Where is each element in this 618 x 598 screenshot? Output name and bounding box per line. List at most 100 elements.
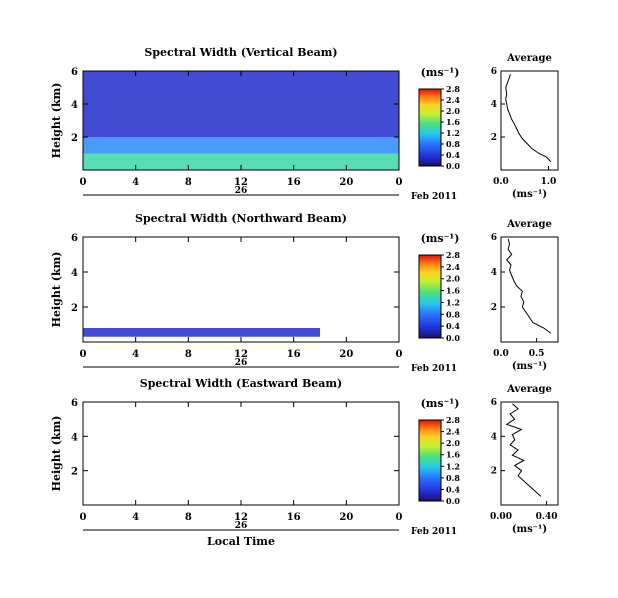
colorbar-tick-label: 0.4: [446, 150, 460, 160]
heat-band-1: [83, 137, 399, 154]
heat-band-0: [83, 328, 320, 337]
x-tick-label: 0: [80, 177, 87, 188]
date-label: Feb 2011: [411, 527, 457, 537]
colorbar-tick-label: 0.8: [446, 473, 460, 483]
average-x-label: (ms⁻¹): [512, 189, 547, 200]
y-tick-label: 6: [71, 67, 78, 78]
plot-frame: [82, 401, 400, 506]
colorbar-tick-label: 2.4: [446, 427, 460, 437]
average-frame: [500, 70, 559, 171]
average-y-tick-label: 4: [491, 100, 497, 110]
date-label: Feb 2011: [411, 364, 457, 374]
y-tick-label: 6: [71, 398, 78, 409]
x-tick-label: 16: [287, 177, 301, 188]
panel-1: Spectral Width (Northward Beam) Height (k…: [50, 212, 559, 374]
average-y-tick-label: 6: [491, 398, 497, 408]
x-tick-label: 12: [234, 512, 248, 523]
colorbar-tick-label: 2.8: [446, 84, 460, 94]
colorbar-tick-label: 0.4: [446, 321, 460, 331]
colorbar-unit: (ms⁻¹): [421, 232, 460, 245]
average-title: Average: [506, 219, 552, 230]
date-label: Feb 2011: [411, 192, 457, 202]
colorbar-tick-label: 1.2: [446, 128, 460, 138]
average-title: Average: [506, 384, 552, 395]
colorbar-unit: (ms⁻¹): [421, 66, 460, 79]
x-tick-label: 0: [80, 512, 87, 523]
x-tick-label: 12: [234, 177, 248, 188]
y-tick-label: 2: [71, 133, 78, 144]
average-y-tick-label: 2: [491, 467, 497, 477]
panel-0: Spectral Width (Vertical Beam) Height (km…: [50, 46, 559, 202]
colorbar-tick-label: 1.6: [446, 117, 460, 127]
x-tick-label: 8: [185, 512, 192, 523]
colorbar-unit: (ms⁻¹): [421, 397, 460, 410]
y-axis-label: Height (km): [50, 416, 63, 492]
colorbar-tick-label: 2.8: [446, 250, 460, 260]
x-tick-label: 16: [287, 349, 301, 360]
colorbar-tick-label: 0.0: [446, 333, 460, 343]
average-y-tick-label: 2: [491, 133, 497, 143]
y-tick-label: 4: [71, 432, 78, 443]
colorbar-tick-label: 1.6: [446, 450, 460, 460]
colorbar: [418, 419, 442, 502]
average-y-tick-label: 4: [491, 268, 497, 278]
average-frame: [500, 401, 559, 506]
colorbar-tick-label: 1.6: [446, 286, 460, 296]
colorbar-tick-label: 0.0: [446, 161, 460, 171]
y-tick-label: 4: [71, 100, 78, 111]
average-x-tick-label: 0.40: [536, 512, 558, 522]
colorbar-tick-label: 0.4: [446, 484, 460, 494]
colorbar: [418, 254, 442, 339]
colorbar-tick-label: 2.0: [446, 106, 460, 116]
y-tick-label: 4: [71, 268, 78, 279]
x-axis-label: Local Time: [207, 535, 275, 548]
colorbar-tick-label: 1.2: [446, 297, 460, 307]
average-x-tick-label: 0.5: [529, 349, 545, 359]
x-tick-label: 4: [132, 349, 139, 360]
average-y-tick-label: 2: [491, 303, 497, 313]
colorbar-tick-label: 2.4: [446, 95, 460, 105]
x-tick-label: 8: [185, 349, 192, 360]
average-x-label: (ms⁻¹): [512, 361, 547, 372]
average-profile: [505, 74, 552, 163]
average-profile: [505, 403, 542, 497]
y-tick-label: 6: [71, 233, 78, 244]
average-profile: [506, 238, 552, 334]
x-tick-label: 4: [132, 512, 139, 523]
average-x-label: (ms⁻¹): [512, 524, 547, 535]
x-tick-label: 20: [339, 349, 353, 360]
x-tick-label: 4: [132, 177, 139, 188]
average-y-tick-label: 4: [491, 432, 497, 442]
x-tick-label: 0: [80, 349, 87, 360]
heat-band-0: [83, 153, 399, 170]
colorbar-tick-label: 1.2: [446, 461, 460, 471]
average-y-tick-label: 6: [491, 233, 497, 243]
colorbar-tick-label: 0.8: [446, 139, 460, 149]
day-label: 26: [235, 186, 248, 196]
x-tick-label: 16: [287, 512, 301, 523]
x-tick-label: 0: [396, 349, 403, 360]
day-label: 26: [235, 358, 248, 368]
x-tick-label: 12: [234, 349, 248, 360]
colorbar-tick-label: 2.0: [446, 438, 460, 448]
average-x-tick-label: 0.0: [493, 177, 509, 187]
average-title: Average: [506, 53, 552, 64]
colorbar-tick-label: 0.0: [446, 496, 460, 506]
y-tick-label: 2: [71, 303, 78, 314]
day-label: 26: [235, 521, 248, 531]
x-tick-label: 0: [396, 512, 403, 523]
colorbar-tick-label: 0.8: [446, 309, 460, 319]
panel-title: Spectral Width (Vertical Beam): [144, 46, 337, 59]
colorbar: [418, 88, 442, 167]
average-frame: [500, 236, 559, 343]
average-x-tick-label: 1.0: [541, 177, 557, 187]
x-tick-label: 20: [339, 512, 353, 523]
x-tick-label: 0: [396, 177, 403, 188]
y-axis-label: Height (km): [50, 83, 63, 159]
plot-frame: [82, 236, 400, 343]
x-tick-label: 20: [339, 177, 353, 188]
y-tick-label: 2: [71, 467, 78, 478]
colorbar-tick-label: 2.0: [446, 274, 460, 284]
panel-title: Spectral Width (Northward Beam): [135, 212, 347, 225]
